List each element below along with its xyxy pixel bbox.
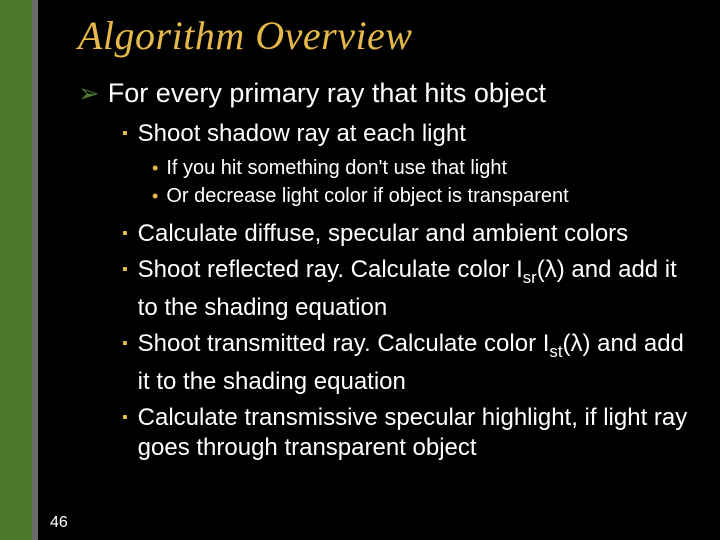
- square-bullet-icon: ▪: [122, 119, 128, 149]
- text-pre: Shoot reflected ray. Calculate color I: [138, 256, 523, 283]
- bullet-level3: • If you hit something don't use that li…: [152, 155, 690, 181]
- level2-group: ▪ Shoot shadow ray at each light • If yo…: [122, 119, 690, 463]
- slide-title: Algorithm Overview: [78, 12, 690, 59]
- bullet-level2: ▪ Shoot shadow ray at each light: [122, 119, 690, 149]
- bullet-level3: • Or decrease light color if object is t…: [152, 183, 690, 209]
- slide-content: Algorithm Overview ➢ For every primary r…: [50, 0, 710, 540]
- level1-text: For every primary ray that hits object: [108, 77, 546, 109]
- level2-text: Calculate transmissive specular highligh…: [138, 403, 690, 463]
- text-pre: Shoot transmitted ray. Calculate color I: [138, 330, 550, 357]
- subscript: sr: [523, 268, 537, 287]
- level2-text: Shoot reflected ray. Calculate color Isr…: [138, 255, 690, 323]
- dot-bullet-icon: •: [152, 155, 158, 181]
- bullet-level2: ▪ Calculate diffuse, specular and ambien…: [122, 219, 690, 249]
- arrow-bullet-icon: ➢: [78, 77, 100, 109]
- square-bullet-icon: ▪: [122, 403, 128, 433]
- bullet-level2: ▪ Shoot transmitted ray. Calculate color…: [122, 329, 690, 397]
- dot-bullet-icon: •: [152, 183, 158, 209]
- left-accent-edge: [32, 0, 38, 540]
- left-accent-stripe: [0, 0, 32, 540]
- level3-group: • If you hit something don't use that li…: [152, 155, 690, 209]
- level3-text: Or decrease light color if object is tra…: [166, 183, 568, 209]
- level2-text: Shoot transmitted ray. Calculate color I…: [138, 329, 690, 397]
- level2-text: Calculate diffuse, specular and ambient …: [138, 219, 629, 249]
- square-bullet-icon: ▪: [122, 329, 128, 359]
- level3-text: If you hit something don't use that ligh…: [166, 155, 507, 181]
- bullet-level2: ▪ Shoot reflected ray. Calculate color I…: [122, 255, 690, 323]
- square-bullet-icon: ▪: [122, 255, 128, 285]
- page-number: 46: [50, 514, 68, 532]
- subscript: st: [549, 342, 562, 361]
- bullet-level2: ▪ Calculate transmissive specular highli…: [122, 403, 690, 463]
- square-bullet-icon: ▪: [122, 219, 128, 249]
- bullet-level1: ➢ For every primary ray that hits object: [78, 77, 690, 109]
- level2-text: Shoot shadow ray at each light: [138, 119, 466, 149]
